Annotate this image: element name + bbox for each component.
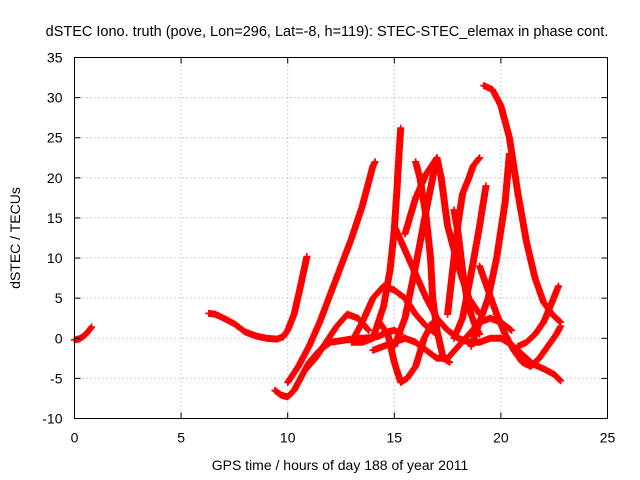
y-tick-label: -5: [50, 370, 63, 386]
y-axis-label: dSTEC / TECUs: [7, 187, 23, 289]
x-tick-label: 15: [387, 430, 403, 446]
y-tick-label: 5: [55, 290, 63, 306]
x-tick-label: 25: [600, 430, 616, 446]
y-tick-label: -10: [42, 411, 62, 427]
y-tick-label: 15: [47, 210, 63, 226]
data-point-markers: [284, 158, 379, 386]
data-series: [412, 158, 454, 366]
data-point-markers: [476, 262, 565, 370]
x-tick-label: 0: [71, 430, 79, 446]
data-series: [450, 182, 490, 342]
data-series: [284, 158, 379, 386]
grid-layer: [74, 57, 608, 419]
y-tick-label: 35: [47, 50, 63, 66]
chart-title: dSTEC Iono. truth (pove, Lon=296, Lat=-8…: [46, 24, 609, 40]
data-point-markers: [412, 158, 454, 366]
y-tick-label: 20: [47, 170, 63, 186]
data-series: [514, 282, 562, 350]
data-series: [205, 253, 311, 343]
plot-frame: [74, 57, 608, 419]
data-point-markers: [514, 282, 562, 350]
y-tick-label: 0: [55, 330, 63, 346]
x-axis-label: GPS time / hours of day 188 of year 2011: [212, 457, 469, 473]
x-tick-label: 10: [280, 430, 296, 446]
y-tick-label: 30: [47, 90, 63, 106]
data-point-markers: [450, 182, 490, 342]
data-point-markers: [480, 82, 565, 326]
data-series: [476, 262, 565, 370]
data-series: [467, 150, 513, 350]
data-series: [480, 82, 565, 326]
y-tick-label: 10: [47, 250, 63, 266]
data-layer: [71, 82, 565, 401]
y-tick-label: 25: [47, 130, 63, 146]
data-point-markers: [467, 150, 513, 350]
x-tick-label: 20: [493, 430, 509, 446]
tick-layer: 0 5 10 15 20 25 -10 -5 0 5 10 15 20 25 30 35: [42, 50, 615, 446]
data-point-markers: [205, 253, 311, 343]
x-tick-label: 5: [177, 430, 185, 446]
